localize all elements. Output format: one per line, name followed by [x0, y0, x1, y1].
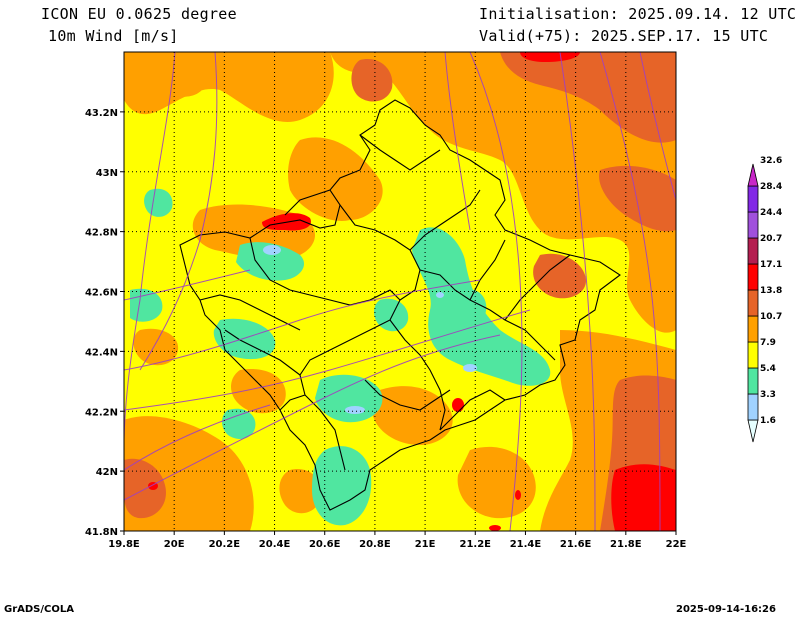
colorbar-label: 20.7: [760, 234, 782, 244]
init-time: Initialisation: 2025.09.14. 12 UTC: [479, 5, 797, 23]
variable-title: 10m Wind [m/s]: [48, 27, 179, 45]
colorbar-swatch: [747, 237, 759, 265]
lon-label: 21.2E: [460, 539, 492, 550]
footer-credit: GrADS/COLA: [4, 604, 74, 615]
lat-label: 42.2N: [85, 407, 118, 418]
lon-label: 21.4E: [510, 539, 542, 550]
footer-timestamp: 2025-09-14-16:26: [676, 604, 776, 615]
lon-label: 21.8E: [610, 539, 642, 550]
lat-label: 42.4N: [85, 347, 118, 358]
colorbar-swatch: [747, 185, 759, 213]
lon-label: 20.4E: [259, 539, 291, 550]
lon-label: 21E: [415, 539, 436, 550]
streamlines: [124, 52, 676, 531]
colorbar-label: 10.7: [760, 312, 782, 322]
colorbar-swatch: [747, 211, 759, 239]
colorbar: 1.6 3.3 5.4 7.9 10.7 13.8 17.1 20.7 24.4 28.4 32.6: [747, 156, 782, 443]
colorbar-swatch: [747, 393, 759, 421]
colorbar-label: 32.6: [760, 156, 782, 166]
wind-field: [124, 52, 676, 531]
colorbar-label: 1.6: [760, 416, 776, 426]
lat-label: 43.2N: [85, 108, 118, 119]
lon-label: 21.6E: [560, 539, 592, 550]
lat-label: 43N: [96, 168, 118, 179]
graticule: [124, 52, 676, 531]
colorbar-label: 7.9: [760, 338, 776, 348]
model-title: ICON EU 0.0625 degree: [41, 5, 237, 23]
lat-label: 41.8N: [85, 527, 118, 538]
colorbar-label: 17.1: [760, 260, 782, 270]
colorbar-max-arrow: [747, 163, 759, 187]
lat-label: 42.8N: [85, 228, 118, 239]
colorbar-swatch: [747, 367, 759, 395]
lon-label: 20.6E: [309, 539, 341, 550]
colorbar-label: 24.4: [760, 208, 782, 218]
lon-label: 20.2E: [209, 539, 241, 550]
borders: [179, 99, 621, 511]
colorbar-label: 5.4: [760, 364, 776, 374]
colorbar-label: 28.4: [760, 182, 782, 192]
lon-label: 20.8E: [359, 539, 391, 550]
colorbar-label: 13.8: [760, 286, 782, 296]
colorbar-swatch: [747, 289, 759, 317]
colorbar-swatch: [747, 315, 759, 343]
lon-label: 22E: [666, 539, 687, 550]
colorbar-min-arrow: [747, 419, 759, 443]
valid-time: Valid(+75): 2025.SEP.17. 15 UTC: [479, 27, 769, 45]
lon-label: 19.8E: [108, 539, 140, 550]
lat-label: 42N: [96, 467, 118, 478]
colorbar-swatch: [747, 341, 759, 369]
colorbar-label: 3.3: [760, 390, 776, 400]
colorbar-swatch: [747, 263, 759, 291]
lon-label: 20E: [164, 539, 185, 550]
lat-label: 42.6N: [85, 288, 118, 299]
